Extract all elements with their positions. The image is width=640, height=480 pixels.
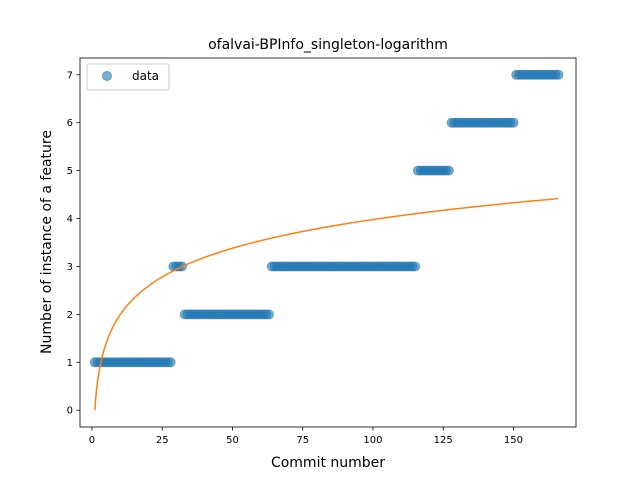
axes-frame bbox=[79, 57, 577, 428]
y-axis-label: Number of instance of a feature bbox=[39, 130, 55, 354]
y-tick-label: 4 bbox=[67, 214, 73, 225]
fit-line bbox=[94, 197, 559, 411]
data-point bbox=[165, 357, 176, 368]
x-tick-label: 100 bbox=[363, 435, 382, 446]
data-point bbox=[410, 261, 421, 272]
legend: data bbox=[86, 63, 170, 91]
y-tick-label: 2 bbox=[67, 310, 73, 321]
data-point bbox=[508, 117, 519, 128]
x-tick-label: 125 bbox=[434, 435, 453, 446]
x-axis-label: Commit number bbox=[271, 455, 385, 471]
legend-frame bbox=[86, 63, 170, 91]
x-tick-label: 75 bbox=[296, 435, 309, 446]
plot-area: 0 25 50 75 100 125 150 0 1 2 3 4 5 6 7 bbox=[67, 57, 577, 446]
legend-marker-data bbox=[102, 71, 112, 81]
data-point bbox=[443, 165, 454, 176]
x-tick-label: 25 bbox=[156, 435, 169, 446]
data-point bbox=[553, 69, 564, 80]
legend-label-data: data bbox=[132, 69, 159, 83]
x-tick-label: 50 bbox=[226, 435, 239, 446]
x-tick-label: 150 bbox=[504, 435, 523, 446]
y-tick-label: 7 bbox=[67, 70, 73, 81]
chart-title: ofalvai-BPInfo_singleton-logarithm bbox=[208, 37, 448, 53]
y-tick-label: 3 bbox=[67, 262, 73, 273]
y-tick-label: 5 bbox=[67, 166, 73, 177]
data-point bbox=[263, 309, 274, 320]
y-tick-label: 6 bbox=[67, 118, 73, 129]
y-tick-label: 1 bbox=[67, 358, 73, 369]
y-tick-label: 0 bbox=[67, 406, 73, 417]
x-tick-label: 0 bbox=[89, 435, 95, 446]
